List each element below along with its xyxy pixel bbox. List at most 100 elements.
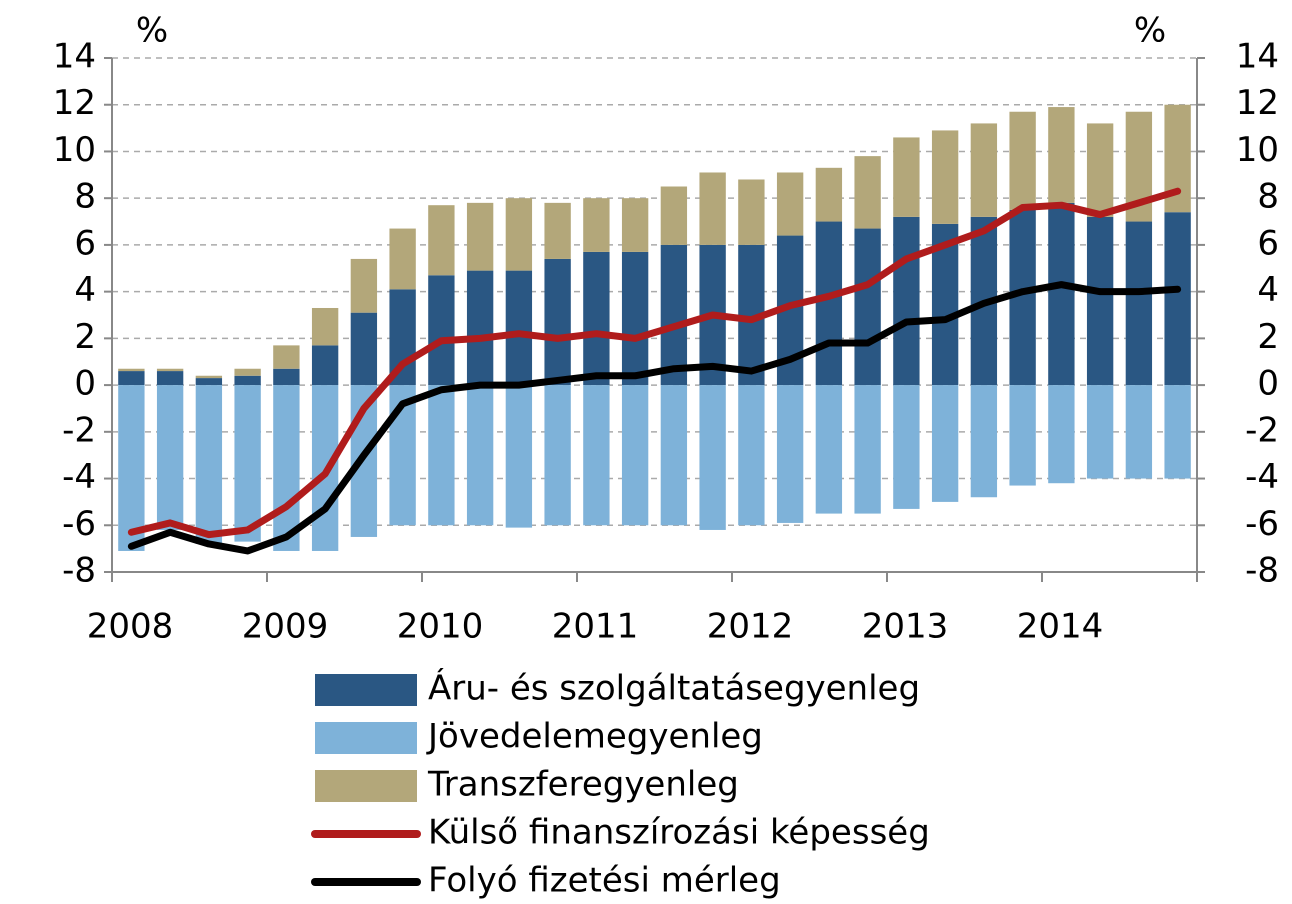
y-tick-label: -8 [62,551,96,591]
bar [815,385,843,514]
y2-tick-label: 0 [1257,364,1279,404]
bar [544,258,571,386]
bar [893,137,920,217]
bar [893,385,920,509]
y2-tick-label: -2 [1245,410,1279,450]
y2-axis-label: % [1134,11,1166,51]
line [127,187,1182,539]
bar [621,198,649,252]
y-tick-label: -2 [62,410,96,450]
bar [234,368,261,376]
bar [156,368,184,372]
x-tick-label: 2011 [552,607,639,647]
bar [350,258,378,313]
y2-tick-label: 14 [1236,37,1279,77]
bar [428,205,455,276]
bar [273,385,300,551]
bar [815,221,843,386]
y2-tick-label: 2 [1257,317,1279,357]
bar [776,385,804,523]
y2-tick-label: -4 [1245,457,1279,497]
y-tick-label: 6 [74,223,96,263]
bar [156,385,184,530]
legend-swatch [315,674,417,706]
bar [544,202,571,259]
bar [273,368,300,386]
y2-tick-label: -8 [1245,551,1279,591]
bar [1009,385,1036,486]
bar [389,228,416,290]
y-tick-label: 2 [74,317,96,357]
x-tick-label: 2009 [242,607,329,647]
bar [234,375,261,386]
bar [195,385,223,544]
bar [466,202,494,271]
bar [1164,385,1191,479]
x-tick-label: 2008 [87,607,174,647]
bar [118,368,145,372]
bar [118,385,145,551]
bar [776,172,804,236]
bar [699,385,726,530]
bar [970,123,998,217]
bar [1164,212,1191,386]
bar [544,385,571,526]
bar [660,385,688,526]
bar [234,385,261,542]
y-tick-label: 10 [53,130,96,170]
legend-swatch [315,722,417,754]
bar [660,186,688,245]
y2-tick-label: -6 [1245,504,1279,544]
legend-label: Folyó fizetési mérleg [428,861,781,901]
bar [738,385,765,526]
legend-label: Jövedelemegyenleg [426,717,763,757]
x-tick-label: 2014 [1017,607,1104,647]
bar [854,156,881,229]
y-tick-label: -4 [62,457,96,497]
bar [738,179,765,245]
y-tick-label: 12 [53,83,96,123]
bar [699,172,726,245]
bar [311,307,339,346]
bar [505,385,533,528]
line [127,281,1182,555]
bar [1009,111,1036,210]
bar [350,312,378,386]
x-tick-label: 2010 [397,607,484,647]
bar [195,375,223,379]
bar [428,385,455,526]
bar [1048,107,1075,203]
y-tick-label: 0 [74,364,96,404]
legend-label: Külső finanszírozási képesség [428,813,930,853]
bar [583,198,610,252]
bar [195,378,223,386]
y-tick-label: 4 [74,270,96,310]
bar [505,198,533,271]
bar [931,385,959,502]
y2-tick-label: 8 [1257,177,1279,217]
x-tick-label: 2013 [862,607,949,647]
bar [1086,123,1114,217]
bar [1048,202,1075,386]
bar [621,385,649,526]
bar [1125,221,1153,386]
legend-label: Transzferegyenleg [427,765,739,805]
bar [621,251,649,386]
bar [466,270,494,386]
bar [583,251,610,386]
bar [931,130,959,224]
bar [505,270,533,386]
y2-tick-label: 4 [1257,270,1279,310]
bar [854,228,881,386]
y-axis-label: % [136,11,168,51]
y2-tick-label: 6 [1257,223,1279,263]
legend-label: Áru- és szolgáltatásegyenleg [428,668,920,709]
x-tick-label: 2012 [707,607,794,647]
bar [428,275,455,386]
bar [854,385,881,514]
bar [660,244,688,386]
bar [466,385,494,526]
y2-tick-label: 10 [1236,130,1279,170]
